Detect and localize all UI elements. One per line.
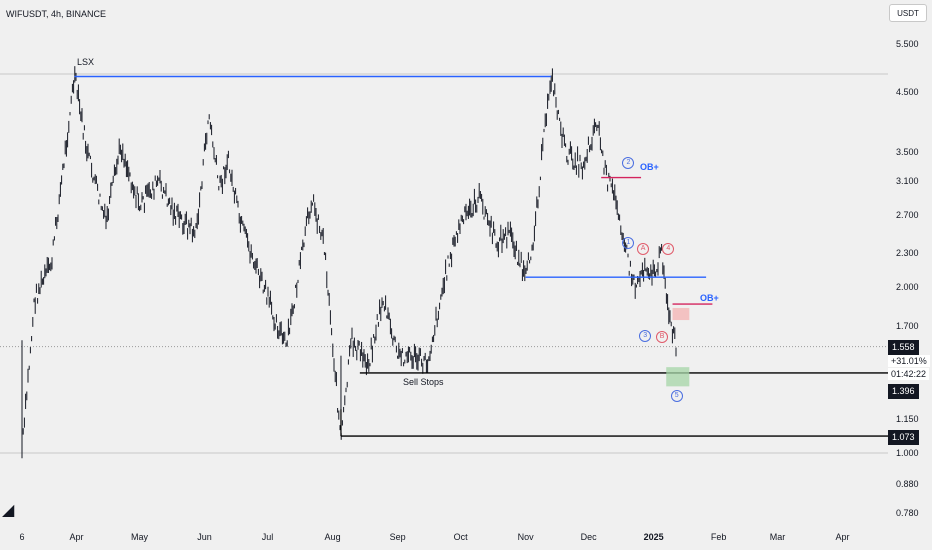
zone-box xyxy=(666,367,690,387)
x-tick-label: Oct xyxy=(453,532,468,542)
x-tick-label: Feb xyxy=(710,532,727,542)
x-tick-label: May xyxy=(130,532,149,542)
zones xyxy=(666,307,690,387)
x-tick-label: Dec xyxy=(580,532,597,542)
y-tick-label: 5.500 xyxy=(896,38,919,49)
plot-area[interactable] xyxy=(0,0,888,525)
x-tick-label: 2025 xyxy=(643,532,664,542)
x-tick-label: 6 xyxy=(19,532,25,542)
grid-lines xyxy=(0,73,888,454)
current-price-tag: 1.558 xyxy=(888,340,919,355)
x-tick-label: Mar xyxy=(769,532,786,542)
y-tick-label: 2.300 xyxy=(896,248,919,259)
tradingview-logo-icon[interactable]: ◢ xyxy=(2,502,15,519)
level-price-tag: 1.073 xyxy=(888,430,919,445)
sell-stops-label: Sell Stops xyxy=(403,377,444,387)
x-tick-label: Jun xyxy=(197,532,212,542)
ob-lower-label: OB+ xyxy=(700,293,719,303)
y-tick-label: 2.700 xyxy=(896,209,919,220)
candle-countdown: 01:42:22 xyxy=(888,368,930,380)
y-tick-label: 1.150 xyxy=(896,414,919,425)
x-tick-label: Sep xyxy=(389,532,406,542)
currency-unit-button[interactable]: USDT xyxy=(889,4,927,22)
y-tick-label: 2.000 xyxy=(896,281,919,292)
wave-label: 3 xyxy=(639,329,652,342)
chart-title: WIFUSDT, 4h, BINANCE xyxy=(6,9,107,19)
x-tick-label: Aug xyxy=(324,532,341,542)
level-price-tag: 1.396 xyxy=(888,384,919,399)
ob-upper-label: OB+ xyxy=(640,162,659,172)
wave-label: A xyxy=(637,242,650,255)
y-tick-label: 0.880 xyxy=(896,478,919,489)
y-tick-label: 0.780 xyxy=(896,507,919,518)
change-percent: +31.01% xyxy=(888,355,930,367)
wave-label: B xyxy=(656,331,669,344)
x-tick-label: Nov xyxy=(517,532,534,542)
y-tick-label: 3.500 xyxy=(896,147,919,158)
wave-label: 4 xyxy=(662,242,675,255)
y-tick-label: 1.000 xyxy=(896,448,919,458)
wave-label: 5 xyxy=(670,389,683,402)
wave-label: 2 xyxy=(622,156,635,169)
lsx-label: LSX xyxy=(77,57,95,67)
wave-label: 1 xyxy=(622,236,635,249)
zone-box xyxy=(672,307,690,321)
x-tick-label: Apr xyxy=(69,532,84,542)
level-lines xyxy=(74,75,888,437)
x-tick-label: Apr xyxy=(835,532,850,542)
y-tick-label: 1.700 xyxy=(896,320,919,331)
x-tick-label: Jul xyxy=(261,532,274,542)
y-tick-label: 4.500 xyxy=(896,87,919,97)
candle-series xyxy=(21,66,677,459)
y-tick-label: 3.100 xyxy=(896,176,919,187)
